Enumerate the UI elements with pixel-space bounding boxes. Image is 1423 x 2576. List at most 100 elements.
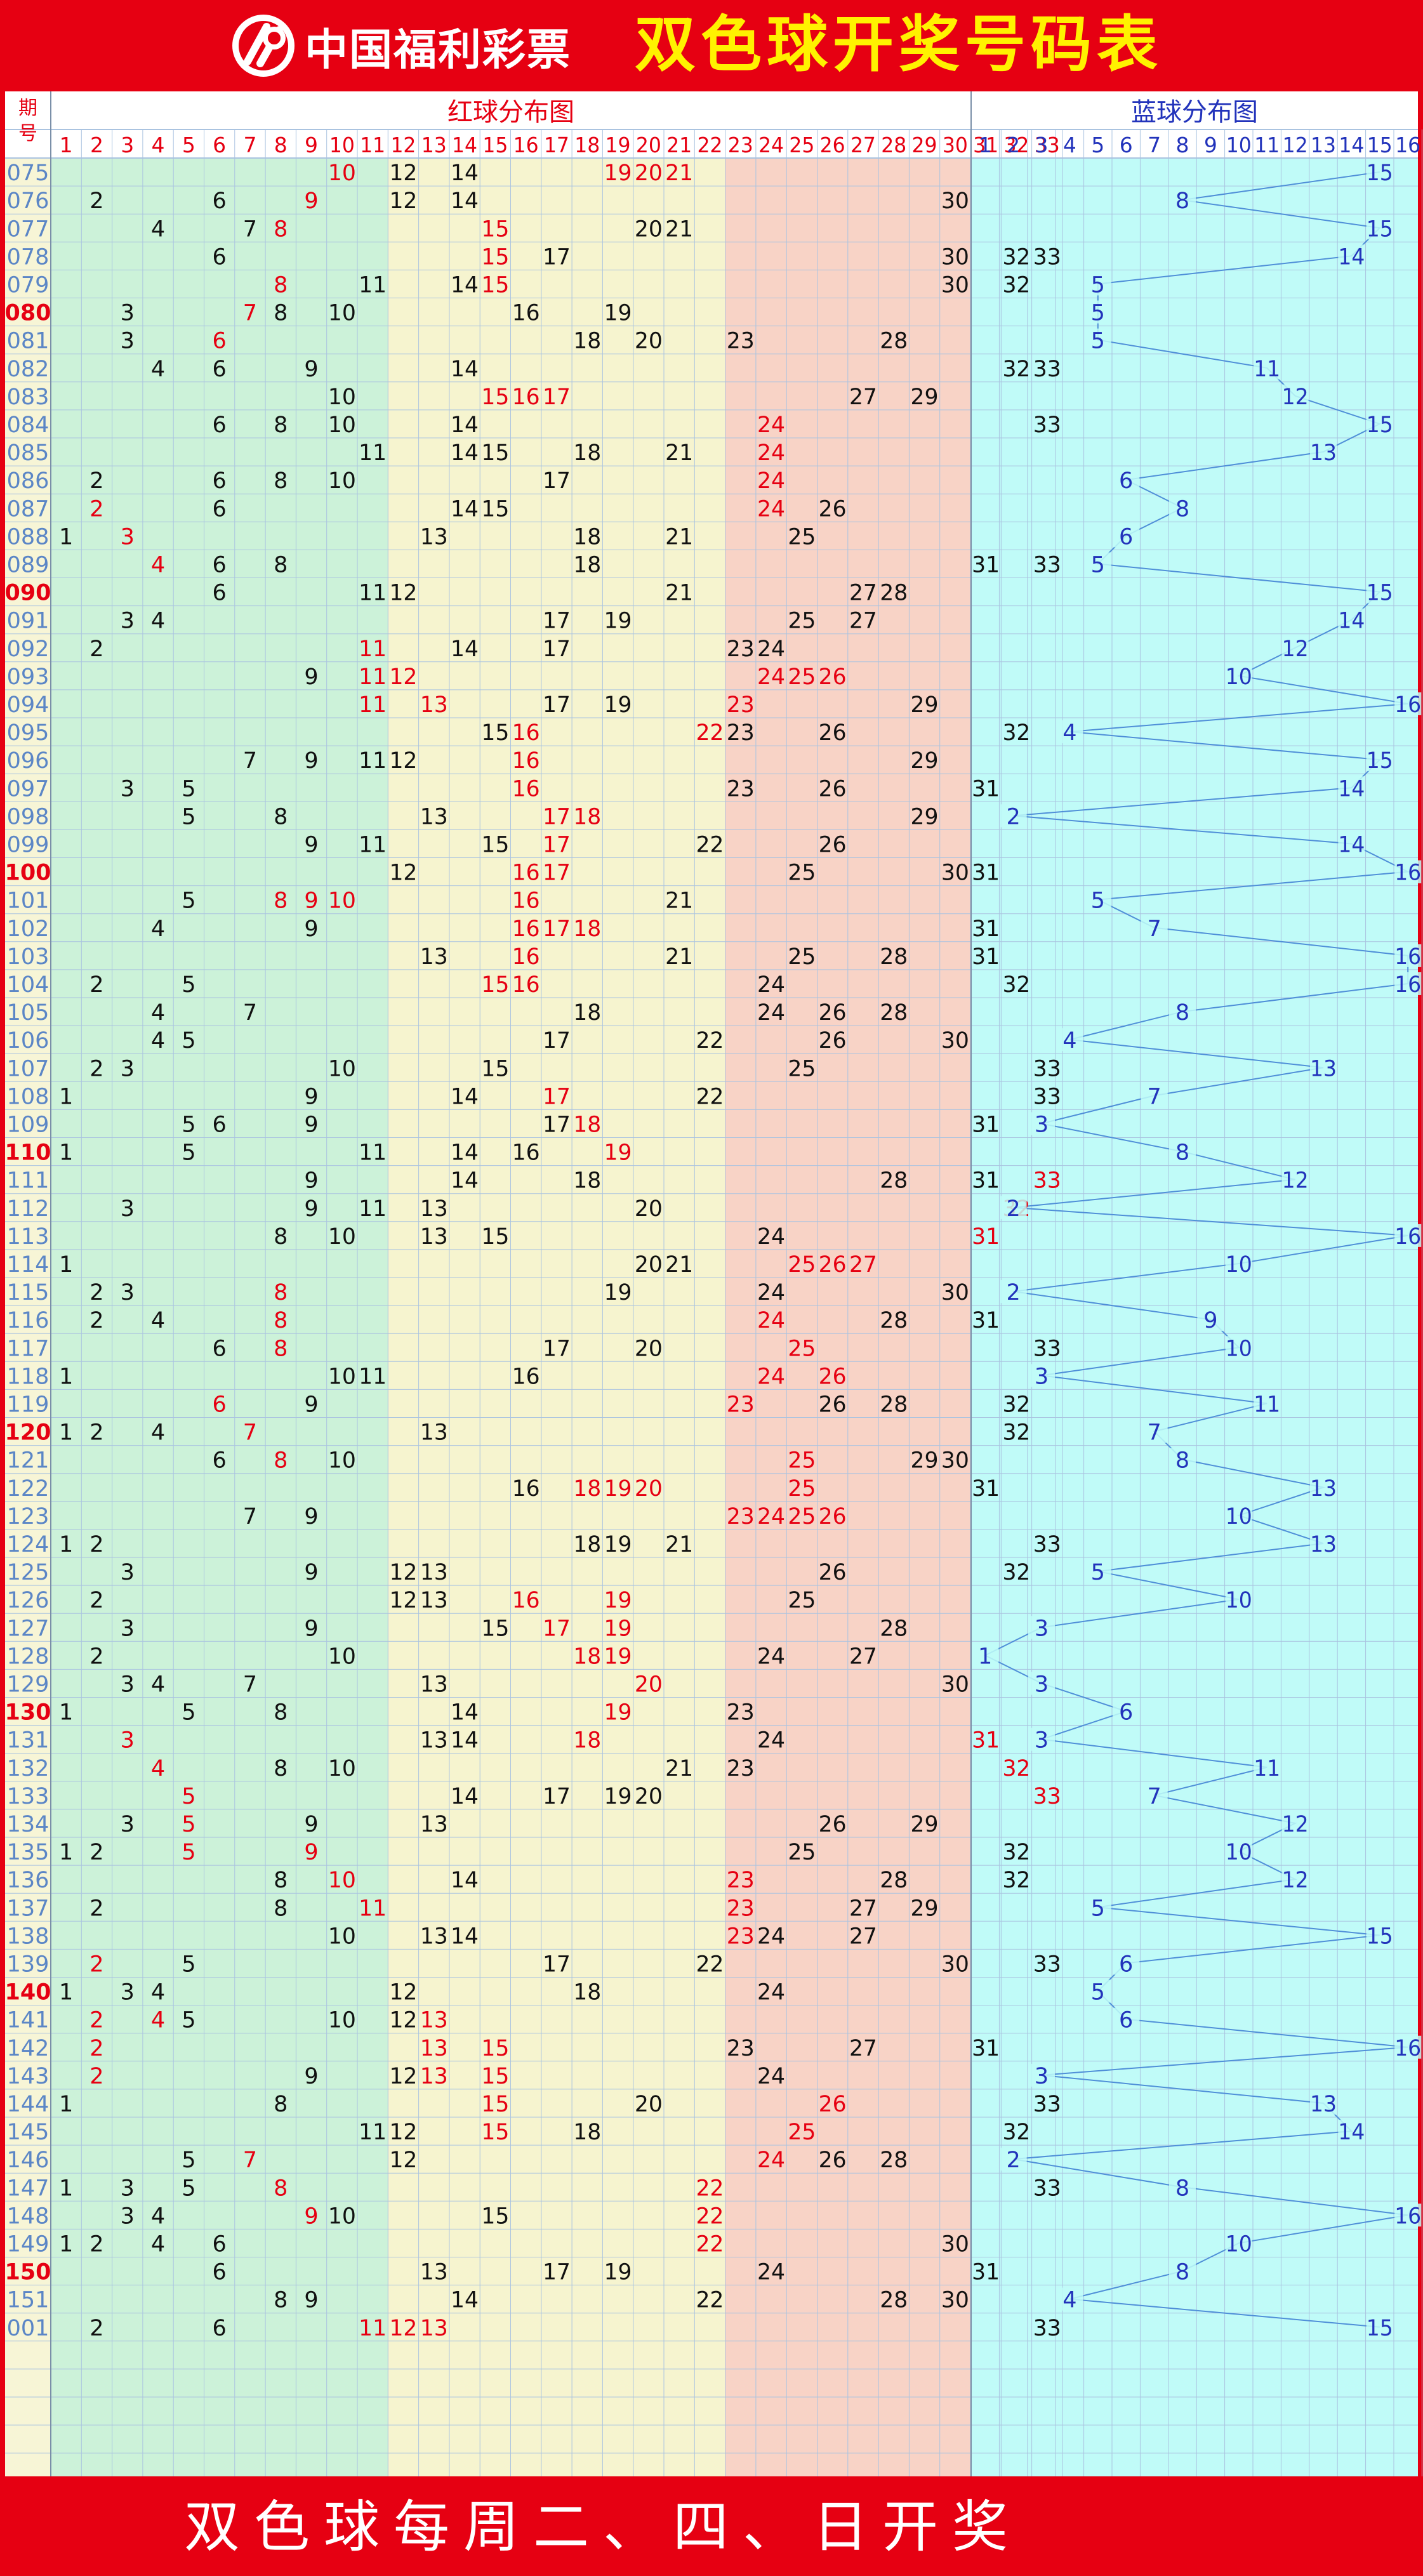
period-number: 148 (7, 2203, 50, 2229)
draw-row: 098 5 8 13 17 18 29 2 (7, 804, 1027, 829)
red-ball-number: 14 (451, 413, 479, 438)
red-ball-number: 13 (420, 1588, 448, 1613)
period-number: 113 (7, 1224, 50, 1250)
blue-ball-backdrop (1394, 860, 1422, 883)
blue-ball-backdrop (1225, 1840, 1252, 1863)
blue-ball-number: 15 (1367, 748, 1393, 774)
red-ball-number: 28 (880, 1616, 908, 1641)
red-ball-number: 8 (274, 216, 288, 242)
blue-ball-number: 16 (1394, 692, 1421, 718)
red-ball-number: 20 (635, 1196, 663, 1222)
red-ball-number: 8 (274, 1336, 288, 1361)
blue-ball-backdrop (1028, 1364, 1055, 1387)
red-ball-number: 2 (89, 1280, 103, 1305)
draw-row: 088 1 3 13 18 21 25 6 (7, 524, 1140, 550)
blue-column-label: 14 (1339, 133, 1364, 157)
blue-ball-number: 15 (1367, 581, 1393, 606)
period-number: 103 (7, 944, 50, 970)
draw-row: 001 2 6 11 12 13 33 15 (7, 2315, 1393, 2341)
red-ball-number: 14 (451, 1784, 479, 1809)
period-column-bg (5, 158, 51, 2476)
blue-ball-number: 10 (1226, 2231, 1252, 2257)
red-ball-number: 2 (89, 637, 103, 662)
red-ball-number: 13 (420, 2316, 448, 2341)
draw-row: 145 11 12 15 18 25 32 14 (7, 2120, 1365, 2145)
red-column-label: 14 (452, 133, 477, 157)
red-ball-number: 8 (274, 1868, 288, 1893)
draw-row: 099 9 11 15 17 22 26 14 (7, 832, 1365, 857)
blue-column-label: 9 (1204, 133, 1217, 157)
draw-row: 122 16 18 19 20 25 31 13 (7, 1476, 1337, 1502)
period-number: 126 (7, 1588, 50, 1613)
red-zone-2-bg (388, 158, 725, 2476)
red-ball-number: 17 (543, 692, 571, 718)
red-ball-number: 6 (213, 1392, 227, 1417)
period-number: 081 (7, 329, 50, 354)
red-ball-number: 9 (304, 1168, 318, 1194)
red-ball-number: 2 (89, 1952, 103, 1977)
red-ball-number: 4 (151, 2203, 165, 2229)
period-number: 122 (7, 1476, 50, 1502)
red-ball-number: 4 (151, 2008, 165, 2033)
red-ball-number: 14 (451, 188, 479, 214)
red-ball-number: 7 (243, 1672, 257, 1697)
blue-ball-backdrop (1169, 496, 1196, 520)
draw-row: 083 10 15 16 17 27 29 12 (7, 384, 1309, 410)
red-ball-number: 25 (788, 1840, 816, 1865)
red-ball-number: 1 (59, 1252, 73, 1278)
blue-ball-number: 15 (1367, 2316, 1393, 2341)
red-column-label: 2 (90, 133, 103, 157)
red-ball-number: 21 (665, 581, 693, 606)
draw-row: 102 4 9 16 17 18 31 7 (7, 916, 1168, 942)
red-ball-number: 26 (819, 1504, 847, 1529)
blue-ball-backdrop (1281, 1811, 1309, 1835)
red-ball-number: 9 (304, 1392, 318, 1417)
red-ball-number: 22 (696, 832, 724, 857)
draw-row: 113 8 10 13 15 24 31 16 (7, 1224, 1422, 1250)
blue-ball-number: 2 (1006, 2148, 1020, 2173)
red-ball-number: 28 (880, 581, 908, 606)
red-ball-number: 25 (788, 1448, 816, 1474)
blue-ball-backdrop (1084, 1896, 1111, 1919)
red-ball-number: 6 (213, 329, 227, 354)
period-number: 108 (7, 1084, 50, 1109)
blue-ball-number: 3 (1035, 2064, 1049, 2089)
red-ball-number: 5 (182, 972, 195, 998)
red-ball-number: 32 (1002, 1840, 1030, 1865)
blue-ball-backdrop (1056, 1028, 1083, 1052)
blue-column-label: 6 (1120, 133, 1133, 157)
period-number: 138 (7, 1924, 50, 1949)
red-ball-number: 32 (1002, 1868, 1030, 1893)
period-number: 112 (7, 1196, 50, 1222)
red-ball-number: 2 (89, 2231, 103, 2257)
blue-ball-number: 10 (1226, 1588, 1252, 1613)
red-ball-number: 4 (151, 1028, 165, 1054)
red-ball-number: 33 (1033, 2176, 1061, 2201)
period-number: 105 (7, 1000, 50, 1026)
red-ball-number: 9 (304, 664, 318, 690)
draw-row: 119 6 9 23 26 28 32 11 (7, 1392, 1281, 1417)
blue-ball-number: 12 (1282, 1812, 1309, 1837)
red-ball-number: 7 (243, 2148, 257, 2173)
blue-ball-number: 8 (1175, 1140, 1189, 1166)
draw-row: 125 3 9 12 13 26 32 5 (7, 1560, 1111, 1585)
blue-column-label: 8 (1176, 133, 1189, 157)
period-number: 144 (7, 2092, 50, 2117)
red-ball-number: 11 (359, 692, 387, 718)
red-column-label: 25 (789, 133, 814, 157)
red-ball-number: 21 (665, 1252, 693, 1278)
blue-ball-backdrop (1084, 328, 1111, 352)
draw-row: 131 3 13 14 18 24 31 3 (7, 1727, 1055, 1754)
red-ball-number: 20 (635, 1672, 663, 1697)
red-ball-number: 11 (359, 1896, 387, 1921)
red-ball-number: 22 (696, 1952, 724, 1977)
period-number: 082 (7, 357, 50, 382)
blue-ball-number: 3 (1035, 1672, 1049, 1697)
red-ball-number: 1 (59, 1840, 73, 1865)
red-ball-number: 32 (1002, 720, 1030, 746)
blue-ball-backdrop (1310, 1531, 1337, 1555)
blue-ball-backdrop (1366, 2315, 1393, 2339)
blue-column-label: 15 (1367, 133, 1393, 157)
red-ball-number: 24 (757, 1308, 785, 1333)
red-column-label: 4 (152, 133, 165, 157)
